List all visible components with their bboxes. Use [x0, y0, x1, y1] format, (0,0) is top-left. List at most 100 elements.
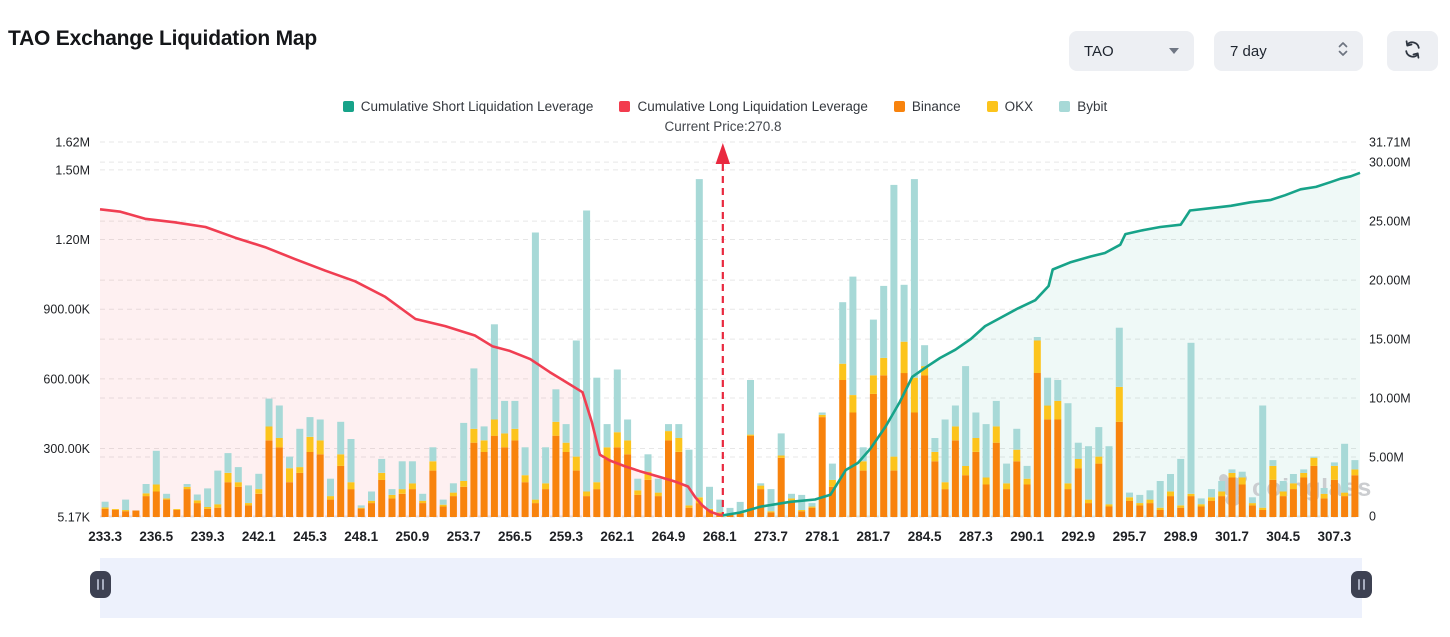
- bar-bybit[interactable]: [1351, 460, 1359, 470]
- bar-bybit[interactable]: [562, 424, 570, 443]
- bar-bybit[interactable]: [449, 483, 457, 493]
- bar-okx[interactable]: [1187, 493, 1195, 497]
- bar-bybit[interactable]: [818, 412, 826, 415]
- bar-binance[interactable]: [1238, 484, 1246, 518]
- bar-okx[interactable]: [1167, 491, 1174, 497]
- bar-okx[interactable]: [1248, 503, 1256, 506]
- bar-binance[interactable]: [357, 508, 365, 517]
- bar-okx[interactable]: [460, 481, 468, 487]
- bar-binance[interactable]: [245, 505, 252, 517]
- bar-bybit[interactable]: [1126, 492, 1133, 498]
- bar-okx[interactable]: [1085, 499, 1092, 504]
- bar-bybit[interactable]: [685, 449, 693, 506]
- bar-bybit[interactable]: [931, 438, 939, 452]
- bar-okx[interactable]: [234, 482, 242, 487]
- bar-bybit[interactable]: [275, 405, 283, 439]
- bar-bybit[interactable]: [1197, 498, 1205, 505]
- bar-okx[interactable]: [1023, 478, 1031, 485]
- bar-okx[interactable]: [992, 426, 1000, 443]
- bar-bybit[interactable]: [736, 501, 744, 513]
- bar-bybit[interactable]: [1074, 442, 1082, 459]
- bar-bybit[interactable]: [1085, 446, 1092, 500]
- bar-bybit[interactable]: [1013, 428, 1021, 450]
- bar-bybit[interactable]: [747, 380, 754, 435]
- bar-okx[interactable]: [265, 426, 273, 441]
- bar-bybit[interactable]: [593, 377, 601, 483]
- bar-binance[interactable]: [163, 499, 171, 517]
- bar-bybit[interactable]: [962, 366, 970, 466]
- bar-binance[interactable]: [1167, 496, 1174, 517]
- bar-okx[interactable]: [439, 504, 447, 507]
- bar-okx[interactable]: [511, 428, 519, 441]
- bar-bybit[interactable]: [1259, 405, 1267, 508]
- bar-binance[interactable]: [1003, 489, 1011, 517]
- bar-binance[interactable]: [1197, 506, 1205, 518]
- bar-binance[interactable]: [1248, 505, 1256, 517]
- bar-binance[interactable]: [265, 440, 273, 517]
- bar-okx[interactable]: [675, 438, 683, 452]
- bar-binance[interactable]: [1187, 496, 1195, 517]
- bar-binance[interactable]: [511, 440, 519, 517]
- bar-bybit[interactable]: [1105, 446, 1113, 505]
- bar-okx[interactable]: [368, 500, 375, 503]
- bar-binance[interactable]: [286, 482, 293, 517]
- bar-binance[interactable]: [1064, 489, 1072, 517]
- bar-okx[interactable]: [767, 511, 775, 513]
- bar-okx[interactable]: [921, 366, 929, 376]
- bar-okx[interactable]: [306, 436, 314, 452]
- bar-okx[interactable]: [531, 499, 539, 504]
- bar-okx[interactable]: [501, 433, 509, 448]
- bar-okx[interactable]: [337, 454, 345, 466]
- bar-bybit[interactable]: [972, 412, 980, 439]
- bar-okx[interactable]: [849, 395, 857, 413]
- bar-binance[interactable]: [869, 393, 877, 517]
- bar-binance[interactable]: [1177, 507, 1185, 517]
- bar-bybit[interactable]: [869, 319, 877, 376]
- bar-bybit[interactable]: [982, 424, 990, 478]
- bar-okx[interactable]: [163, 498, 171, 500]
- bar-binance[interactable]: [675, 452, 683, 517]
- bar-binance[interactable]: [757, 489, 765, 517]
- bar-binance[interactable]: [1320, 498, 1328, 517]
- bar-okx[interactable]: [951, 426, 959, 441]
- bar-bybit[interactable]: [490, 324, 498, 420]
- bar-okx[interactable]: [869, 375, 877, 394]
- bar-binance[interactable]: [296, 472, 304, 517]
- bar-bybit[interactable]: [327, 478, 334, 497]
- bar-binance[interactable]: [941, 489, 949, 517]
- bar-binance[interactable]: [337, 465, 345, 517]
- bar-okx[interactable]: [808, 506, 816, 508]
- bar-okx[interactable]: [654, 492, 662, 497]
- bar-bybit[interactable]: [1320, 488, 1328, 494]
- bar-okx[interactable]: [101, 507, 109, 509]
- bar-bybit[interactable]: [357, 505, 365, 508]
- bar-bybit[interactable]: [1228, 469, 1236, 473]
- bar-bybit[interactable]: [1136, 494, 1144, 503]
- bar-binance[interactable]: [275, 447, 283, 517]
- bar-okx[interactable]: [562, 442, 570, 452]
- bar-bybit[interactable]: [480, 426, 488, 441]
- bar-bybit[interactable]: [890, 184, 898, 457]
- bar-bybit[interactable]: [429, 447, 437, 462]
- bar-binance[interactable]: [562, 452, 570, 517]
- bar-binance[interactable]: [962, 475, 970, 517]
- bar-binance[interactable]: [572, 470, 580, 517]
- bar-okx[interactable]: [347, 482, 355, 490]
- bar-binance[interactable]: [234, 486, 242, 517]
- bar-bybit[interactable]: [1095, 427, 1103, 457]
- bar-bybit[interactable]: [388, 489, 396, 495]
- bar-okx[interactable]: [910, 377, 918, 413]
- bar-binance[interactable]: [890, 470, 898, 517]
- bar-okx[interactable]: [593, 482, 601, 490]
- bar-okx[interactable]: [542, 483, 550, 490]
- bar-binance[interactable]: [603, 458, 611, 517]
- legend-item-binance[interactable]: Binance: [893, 99, 961, 114]
- bar-bybit[interactable]: [1064, 403, 1072, 484]
- bar-bybit[interactable]: [603, 424, 611, 448]
- bar-bybit[interactable]: [1156, 481, 1164, 508]
- bar-bybit[interactable]: [460, 422, 468, 481]
- bar-bybit[interactable]: [1341, 443, 1349, 493]
- bar-binance[interactable]: [460, 486, 468, 517]
- bar-okx[interactable]: [1279, 491, 1287, 497]
- bar-okx[interactable]: [572, 456, 580, 471]
